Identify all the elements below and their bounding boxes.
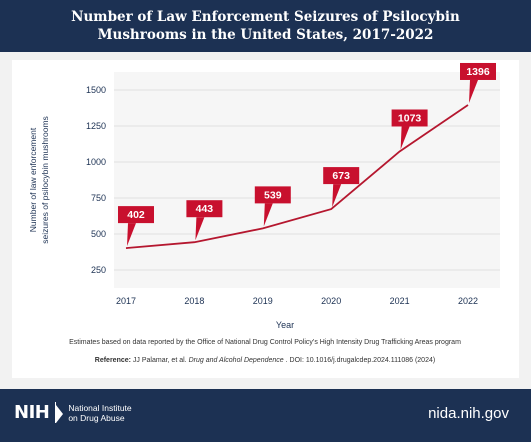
data-label-pointer [469, 79, 478, 103]
footer-banner: NIH National Institute on Drug Abuse nid… [0, 389, 531, 442]
institute-name-line1: National Institute [68, 402, 132, 413]
y-axis-title: Number of law enforcement seizures of ps… [28, 116, 50, 244]
x-axis-title: Year [276, 320, 294, 330]
data-label: 673 [323, 167, 360, 208]
nih-logo-mark: NIH [14, 402, 64, 423]
data-label-pointer [263, 203, 273, 227]
y-tick-label: 1500 [86, 85, 106, 95]
data-label-pointer [332, 184, 342, 208]
reference-journal: Drug and Alcohol Dependence [189, 357, 284, 364]
data-label-box [118, 206, 154, 224]
y-axis-title-line1: Number of law enforcement [28, 127, 38, 232]
website-link[interactable]: nida.nih.gov [428, 405, 509, 422]
series-line [125, 104, 469, 250]
institute-name-line2: on Drug Abuse [68, 412, 125, 423]
data-label-box [391, 109, 428, 127]
x-tick-label: 2017 [116, 296, 136, 306]
y-tick-labels: 250 500 750 1000 1250 1500 [86, 85, 106, 275]
reference-label: Reference: [95, 357, 131, 364]
x-tick-label: 2022 [458, 296, 478, 306]
data-label-text: 443 [196, 203, 214, 215]
data-label-text: 402 [127, 209, 145, 221]
plot-area [114, 72, 500, 288]
y-axis-title-line2: seizures of psilocybin mushrooms [40, 116, 50, 244]
data-label-text: 1396 [466, 66, 490, 78]
data-label: 402 [118, 206, 154, 247]
x-tick-label: 2018 [184, 296, 204, 306]
data-label: 1073 [391, 109, 428, 150]
reference-authors: JJ Palamar, et al. [133, 357, 187, 364]
x-tick-label: 2021 [390, 296, 410, 306]
y-tick-label: 250 [91, 265, 106, 275]
reference-line: Reference: JJ Palamar, et al. Drug and A… [95, 357, 435, 364]
data-label: 539 [254, 186, 291, 227]
data-label-box [323, 167, 360, 185]
data-label-text: 673 [332, 170, 350, 182]
y-tick-label: 750 [91, 193, 106, 203]
x-tick-labels: 2017 2018 2019 2020 2021 2022 [116, 296, 478, 306]
data-label-pointer [195, 217, 205, 241]
data-label-box [254, 186, 291, 204]
y-tick-label: 500 [91, 229, 106, 239]
data-source-note: Estimates based on data reported by the … [69, 339, 461, 346]
y-tick-label: 1000 [86, 157, 106, 167]
data-labels: 402 443 539 673 1073 1396 [118, 62, 496, 247]
data-label: 443 [186, 200, 223, 241]
data-label: 1396 [460, 62, 496, 103]
x-tick-label: 2020 [321, 296, 341, 306]
header-banner: Number of Law Enforcement Seizures of Ps… [0, 0, 531, 52]
y-tick-label: 1250 [86, 121, 106, 131]
chart-panel: 250 500 750 1000 1250 1500 2017 2018 2019 2020 20… [12, 60, 519, 378]
institute-name: National Institute on Drug Abuse [68, 403, 158, 423]
data-label-pointer [127, 223, 136, 247]
data-label-box [460, 62, 496, 80]
x-tick-label: 2019 [253, 296, 273, 306]
data-label-text: 1073 [398, 112, 422, 124]
nih-logo[interactable]: NIH National Institute on Drug Abuse [14, 402, 158, 423]
series-polyline [125, 104, 469, 250]
data-label-box [186, 200, 223, 218]
reference-details: . DOI: 10.1016/j.drugalcdep.2024.111086 … [286, 357, 436, 364]
data-label-text: 539 [264, 189, 282, 201]
chart-title: Number of Law Enforcement Seizures of Ps… [71, 9, 460, 43]
gridlines [114, 72, 500, 288]
